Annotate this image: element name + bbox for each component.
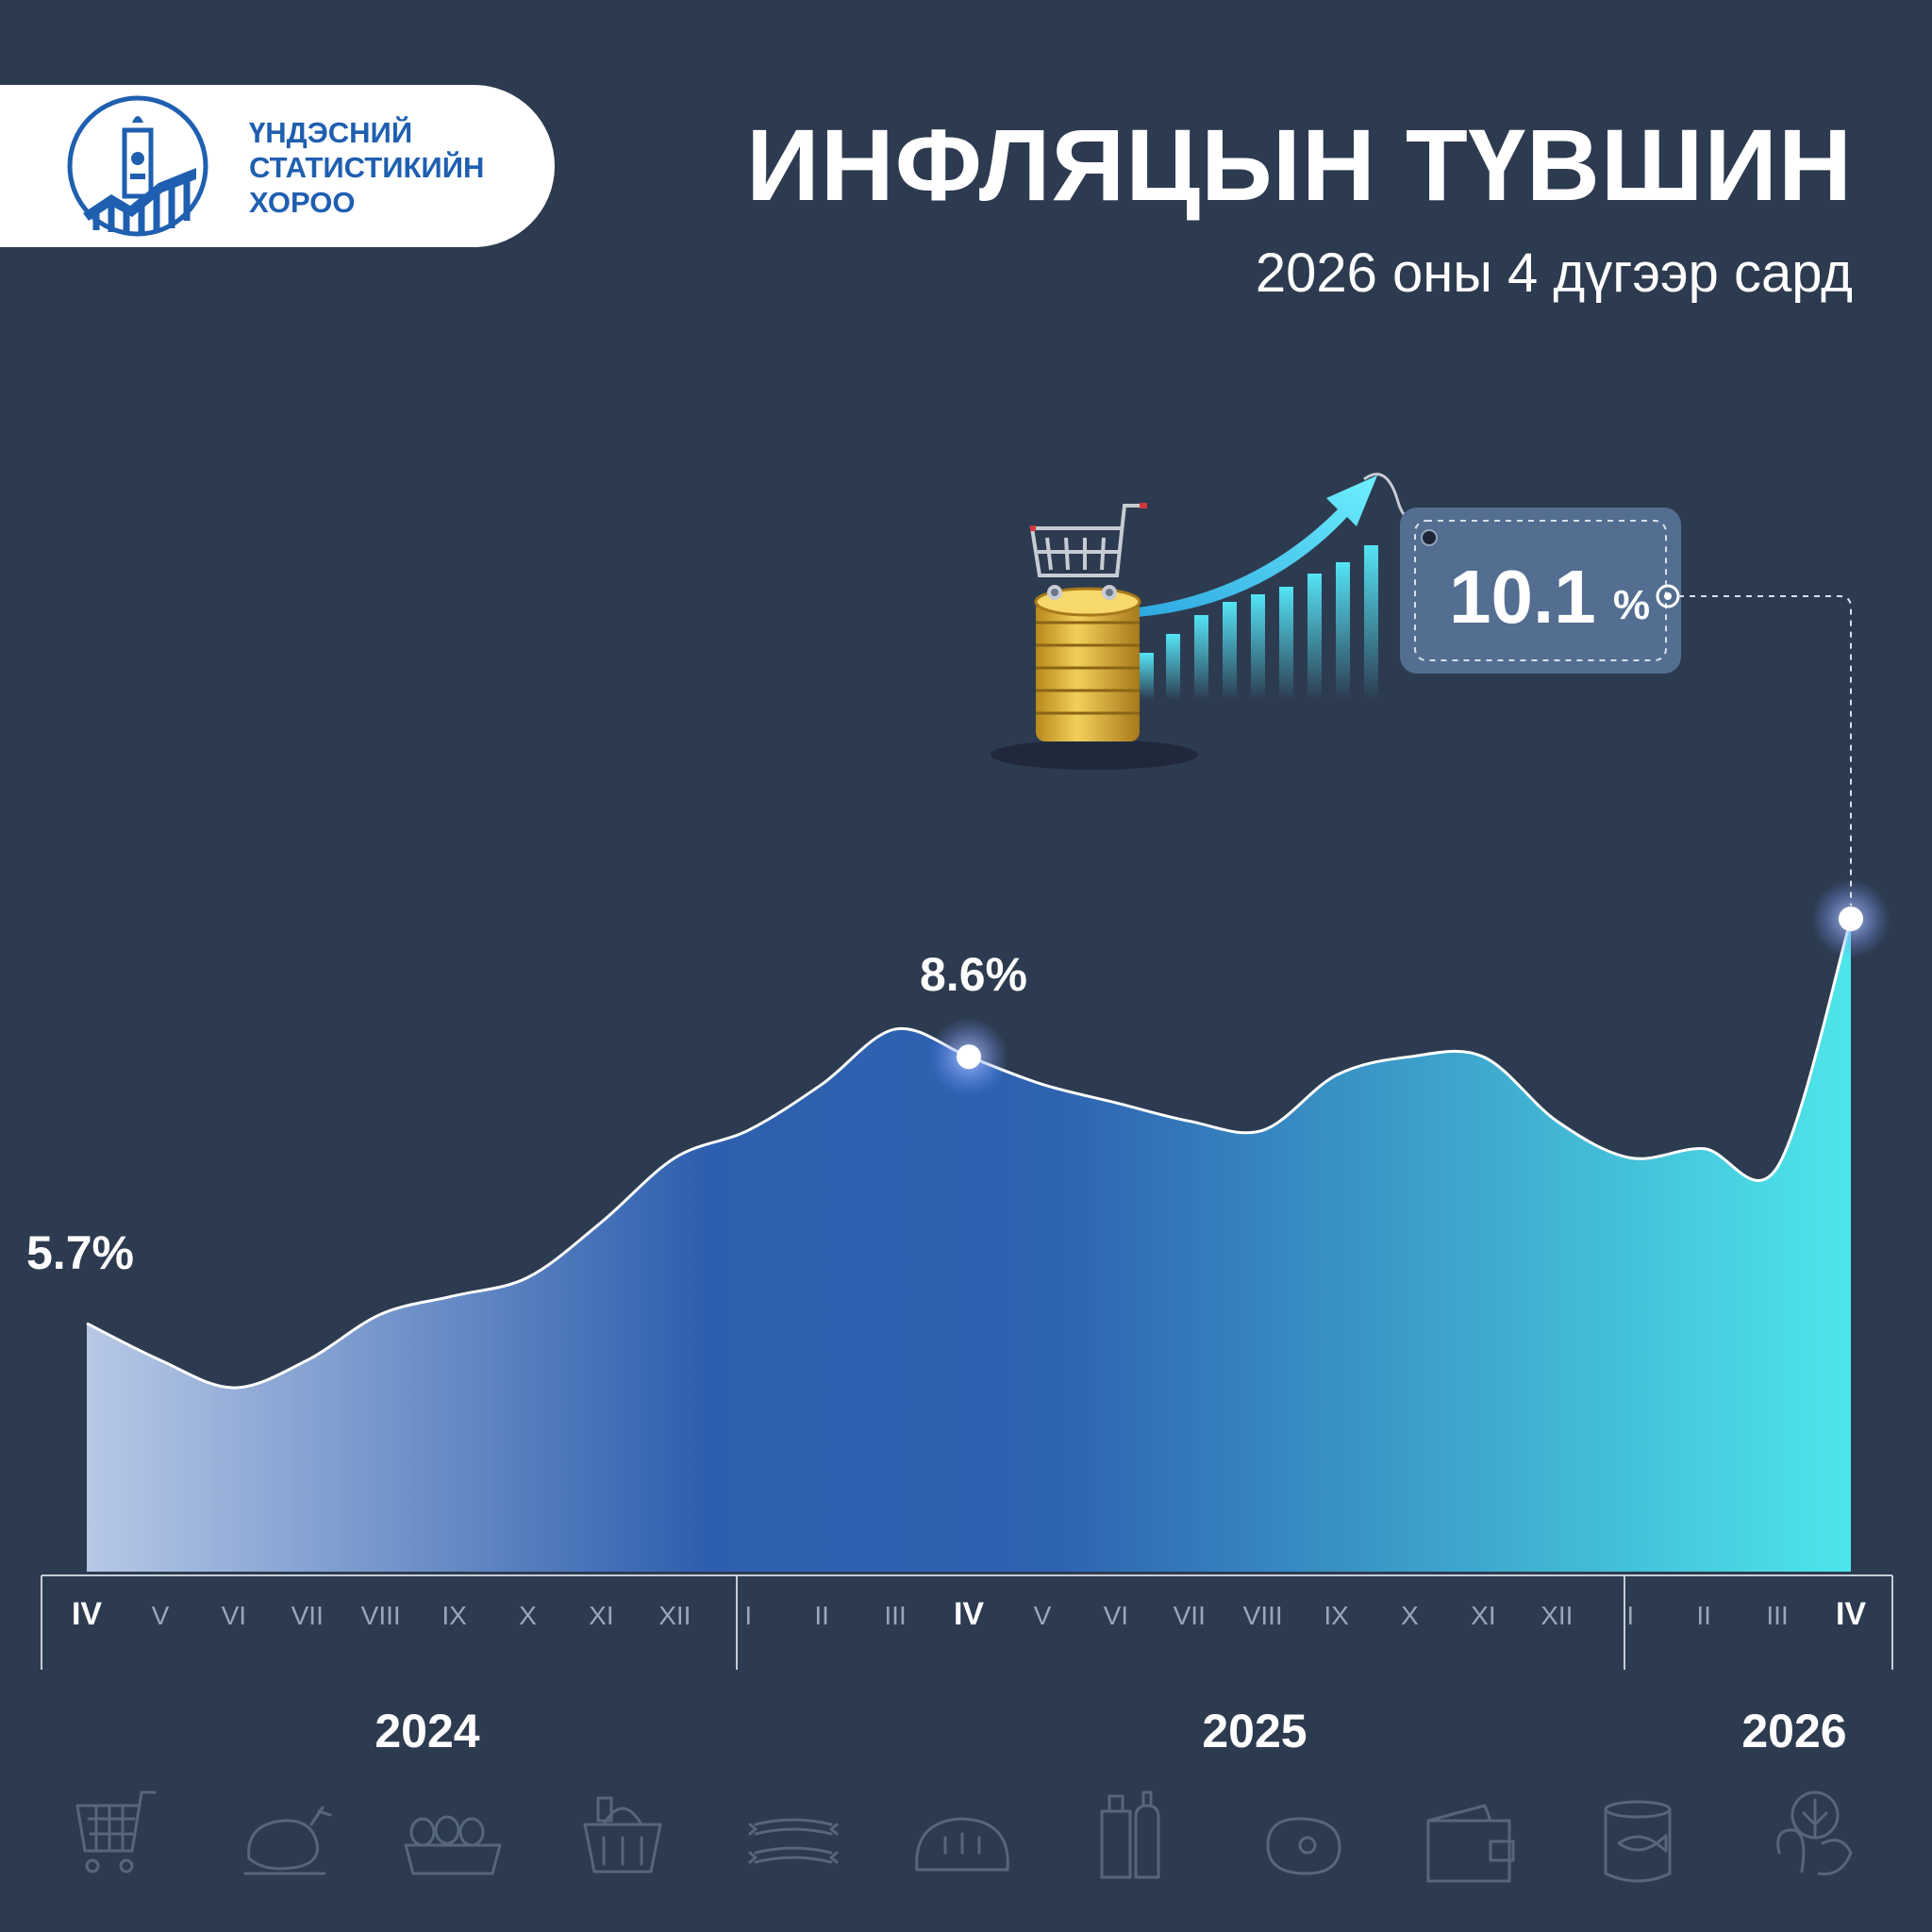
vegetables-icon bbox=[1776, 1790, 1853, 1876]
eggs-icon bbox=[404, 1815, 502, 1875]
highlight-point bbox=[957, 1044, 981, 1070]
footer-icon-row bbox=[75, 1790, 1853, 1883]
coin-stack-icon bbox=[1034, 587, 1141, 741]
callout-unit: % bbox=[1613, 582, 1650, 628]
page-title: ИНФЛЯЦЫН ТҮВШИН bbox=[746, 108, 1853, 222]
month-tick-label: I bbox=[744, 1601, 752, 1630]
month-tick-label: I bbox=[1626, 1601, 1634, 1630]
month-tick-label: III bbox=[1766, 1601, 1788, 1630]
month-tick-label: IV bbox=[1836, 1596, 1866, 1632]
value-label: 5.7% bbox=[26, 1226, 134, 1279]
month-tick-label: XII bbox=[658, 1601, 691, 1630]
logo-line-2: СТАТИСТИКИЙН bbox=[249, 151, 485, 184]
callout-value: 10.1 bbox=[1449, 555, 1596, 639]
year-label: 2026 bbox=[1741, 1705, 1846, 1757]
month-tick-label: XII bbox=[1541, 1601, 1573, 1630]
growth-illustration bbox=[991, 473, 1425, 770]
month-tick-label: VIII bbox=[1243, 1601, 1283, 1630]
month-tick-label: III bbox=[884, 1601, 906, 1630]
logo-text: ҮНДЭСНИЙ СТАТИСТИКИЙН ХОРОО bbox=[249, 115, 484, 220]
logo-card: ҮНДЭСНИЙ СТАТИСТИКИЙН ХОРОО bbox=[0, 85, 555, 247]
logo-line-3: ХОРОО bbox=[249, 186, 356, 219]
month-tick-label: V bbox=[152, 1601, 170, 1630]
wallet-icon bbox=[1426, 1804, 1515, 1883]
month-tick-label: VII bbox=[291, 1601, 324, 1630]
nso-emblem-icon bbox=[67, 95, 208, 237]
month-tick-label: IX bbox=[1324, 1601, 1349, 1630]
page-subtitle: 2026 оны 4 дүгээр сард bbox=[1255, 242, 1853, 304]
logo-line-1: ҮНДЭСНИЙ bbox=[249, 116, 413, 149]
year-label: 2024 bbox=[375, 1705, 479, 1757]
month-tick-label: XI bbox=[1471, 1601, 1495, 1630]
month-tick-label: X bbox=[1401, 1601, 1419, 1630]
month-tick-label: II bbox=[814, 1601, 829, 1630]
month-tick-label: VI bbox=[222, 1601, 246, 1630]
chicken-icon bbox=[243, 1806, 332, 1875]
year-label: 2025 bbox=[1202, 1705, 1307, 1757]
month-tick-label: VI bbox=[1104, 1601, 1128, 1630]
area-fill bbox=[87, 919, 1851, 1572]
month-tick-label: IX bbox=[441, 1601, 467, 1630]
rising-arrow-icon bbox=[1138, 475, 1377, 617]
growth-bars-icon bbox=[1140, 545, 1378, 700]
callout-box: 10.1 % bbox=[1400, 508, 1681, 674]
month-tick-label: X bbox=[519, 1601, 537, 1630]
month-tick-label: V bbox=[1034, 1601, 1052, 1630]
month-tick-label: IV bbox=[72, 1596, 102, 1632]
value-label: 8.6% bbox=[920, 948, 1027, 1001]
sausage-icon bbox=[748, 1818, 839, 1864]
month-tick-label: II bbox=[1696, 1601, 1711, 1630]
x-axis: IV V VI VII VIII IX X XI XII I II III IV V VI VII VIII IX… bbox=[41, 1574, 1893, 1757]
canned-fish-icon bbox=[1604, 1800, 1672, 1883]
bread-icon bbox=[915, 1817, 1009, 1872]
shopping-cart-icon bbox=[1029, 503, 1147, 600]
month-tick-label: VII bbox=[1174, 1601, 1206, 1630]
area-series bbox=[86, 918, 1853, 1572]
month-tick-label: XI bbox=[589, 1601, 613, 1630]
bottles-icon bbox=[1100, 1790, 1160, 1879]
highlight-point bbox=[1839, 907, 1863, 931]
callout-connector bbox=[1678, 595, 1852, 906]
value-labels: 5.7% 8.6% bbox=[26, 595, 1890, 1279]
month-tick-label: IV bbox=[954, 1596, 984, 1632]
cart-icon bbox=[75, 1790, 157, 1874]
month-tick-label: VIII bbox=[361, 1601, 401, 1630]
grocery-basket-icon bbox=[583, 1796, 662, 1874]
meat-icon bbox=[1266, 1817, 1341, 1875]
